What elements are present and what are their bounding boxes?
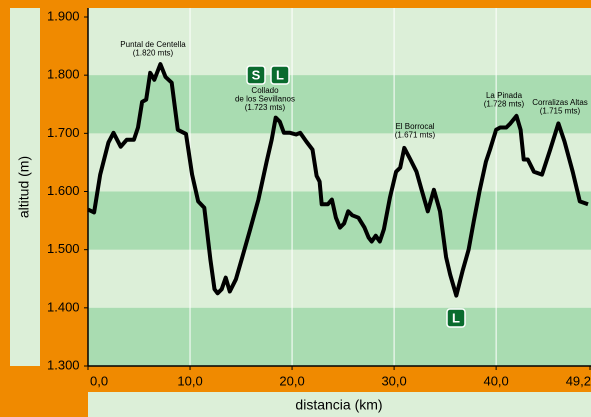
- y-tick-label: 1.600: [47, 183, 80, 198]
- x-label-panel: [88, 392, 591, 417]
- x-tick-label: 0,0: [90, 373, 108, 388]
- y-label-panel: [10, 8, 40, 366]
- badge-box: [446, 308, 466, 328]
- peak-annotation: La Pinada: [486, 91, 523, 100]
- peak-annotation: (1.723 mts): [245, 103, 286, 112]
- y-tick-label: 1.900: [47, 8, 80, 23]
- peak-annotation: El Borrocal: [395, 122, 434, 131]
- y-tick-label: 1.400: [47, 299, 80, 314]
- y-tick-label: 1.300: [47, 357, 80, 372]
- x-tick-label: 30,0: [381, 373, 406, 388]
- x-tick-label: 10,0: [177, 373, 202, 388]
- badge-letter: L: [276, 67, 284, 82]
- peak-annotation: Puntal de Centella: [120, 40, 186, 49]
- badge-letter: L: [452, 310, 460, 325]
- badge-box: [270, 65, 290, 85]
- peak-annotation: (1.820 mts): [133, 49, 174, 58]
- peak-annotation: (1.728 mts): [484, 100, 525, 109]
- y-axis-label: altitud (m): [16, 156, 32, 218]
- elevation-line: [87, 62, 589, 298]
- peak-annotation: Collado: [251, 86, 279, 95]
- band: [88, 191, 591, 250]
- peak-annotation: Corralizas Altas: [532, 98, 588, 107]
- y-tick-label: 1.700: [47, 125, 80, 140]
- x-tick-label: 40,0: [483, 373, 508, 388]
- y-tick-label: 1.500: [47, 241, 80, 256]
- peak-annotation: (1.671 mts): [395, 131, 436, 140]
- peak-annotation: (1.715 mts): [540, 107, 581, 116]
- x-axis-label: distancia (km): [295, 397, 382, 413]
- x-tick-label: 49,2: [566, 373, 591, 388]
- y-tick-label: 1.800: [47, 67, 80, 82]
- badge-box: [246, 65, 266, 85]
- peak-annotation: de los Sevillanos: [235, 95, 295, 104]
- plot-background: [88, 8, 591, 366]
- x-tick-label: 20,0: [279, 373, 304, 388]
- badge-letter: S: [252, 67, 261, 82]
- band: [88, 307, 591, 366]
